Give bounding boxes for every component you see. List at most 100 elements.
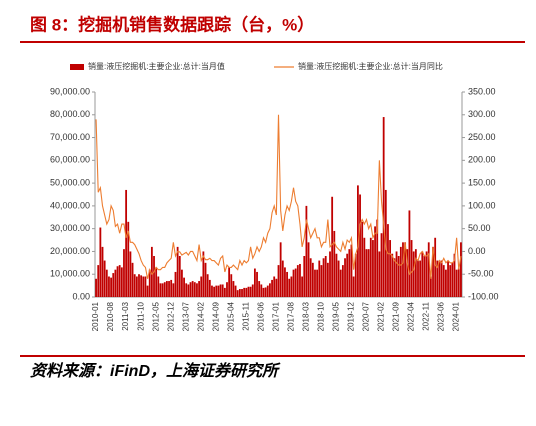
bar xyxy=(97,265,100,297)
bar xyxy=(286,271,288,297)
x-tick-label: 2023-06 xyxy=(437,301,446,331)
bar xyxy=(131,262,134,297)
bar xyxy=(230,274,233,297)
bar xyxy=(378,251,381,297)
bar xyxy=(320,265,323,297)
bar xyxy=(374,226,376,297)
bar xyxy=(281,260,284,297)
bar xyxy=(363,237,366,297)
bar xyxy=(253,268,256,297)
bar xyxy=(406,249,409,297)
bar xyxy=(249,286,252,297)
bar xyxy=(170,279,173,297)
bar xyxy=(269,283,271,297)
y-tick-label: 0.00 xyxy=(72,291,90,301)
bar xyxy=(453,253,456,297)
bar xyxy=(155,267,158,297)
bar xyxy=(417,260,419,297)
y-tick-label: 60,000.00 xyxy=(50,155,90,165)
bar xyxy=(341,265,344,297)
bar xyxy=(260,284,263,297)
legend-label: 销量:液压挖掘机:主要企业:总计:当月同比 xyxy=(298,61,443,71)
bar xyxy=(202,251,205,297)
bar xyxy=(108,276,110,297)
bar xyxy=(159,283,162,297)
bar xyxy=(127,221,130,297)
bar xyxy=(324,256,327,297)
bar xyxy=(163,282,166,297)
bar xyxy=(303,256,306,297)
x-tick-label: 2011-10 xyxy=(136,301,145,330)
bar xyxy=(273,276,276,297)
bar xyxy=(404,242,407,297)
x-tick-label: 2015-11 xyxy=(241,301,250,330)
bar xyxy=(251,284,254,297)
bar xyxy=(125,189,128,297)
bar xyxy=(361,221,364,297)
bar xyxy=(238,289,241,297)
bar xyxy=(191,281,194,297)
bar xyxy=(393,258,396,297)
bar xyxy=(432,246,434,297)
bar xyxy=(427,242,430,297)
bar xyxy=(333,230,336,297)
bar xyxy=(103,260,106,297)
x-tick-label: 2011-03 xyxy=(121,301,130,330)
bar xyxy=(311,262,314,297)
bar xyxy=(294,268,297,297)
x-tick-label: 2019-05 xyxy=(332,301,341,331)
legend-swatch xyxy=(70,64,84,70)
bar xyxy=(457,268,460,297)
y-tick-label: 30,000.00 xyxy=(50,223,90,233)
bar xyxy=(221,284,224,297)
bar xyxy=(387,224,389,297)
bar xyxy=(262,287,265,297)
bar xyxy=(264,287,267,297)
bar xyxy=(181,269,183,297)
bar xyxy=(309,258,312,297)
x-tick-label: 2014-02 xyxy=(196,301,205,331)
y2-tick-label: 350.00 xyxy=(468,86,496,96)
bar xyxy=(391,253,394,297)
bar xyxy=(376,219,379,297)
bar xyxy=(114,269,117,297)
bar xyxy=(157,276,160,297)
x-tick-label: 2015-04 xyxy=(226,301,235,331)
bar xyxy=(148,269,151,297)
bar xyxy=(105,269,108,297)
bar xyxy=(367,249,370,297)
bar xyxy=(144,276,147,297)
bar xyxy=(329,251,331,297)
bar xyxy=(316,269,319,297)
bar xyxy=(399,246,402,297)
bar xyxy=(142,276,145,297)
bar xyxy=(423,256,426,297)
bar xyxy=(438,260,441,297)
bar xyxy=(135,276,138,297)
bar xyxy=(223,287,226,297)
bar xyxy=(372,240,374,297)
bar xyxy=(189,282,192,297)
bar xyxy=(284,267,286,297)
y-tick-label: 70,000.00 xyxy=(50,132,90,142)
y-tick-label: 40,000.00 xyxy=(50,200,90,210)
y-tick-label: 80,000.00 xyxy=(50,109,90,119)
bar xyxy=(305,205,308,297)
bar xyxy=(410,240,413,297)
bar xyxy=(150,246,153,297)
bar xyxy=(382,117,385,297)
bar xyxy=(434,237,437,297)
bar xyxy=(307,242,310,297)
bar xyxy=(445,269,447,297)
bar xyxy=(110,277,112,297)
bar xyxy=(460,242,462,297)
bar xyxy=(292,269,295,297)
bar xyxy=(359,194,361,297)
bar xyxy=(215,285,218,297)
bar xyxy=(408,210,411,297)
bar xyxy=(95,278,97,297)
bar xyxy=(178,256,181,297)
bar xyxy=(200,276,203,297)
x-tick-label: 2022-04 xyxy=(407,301,416,331)
bar xyxy=(419,260,422,297)
